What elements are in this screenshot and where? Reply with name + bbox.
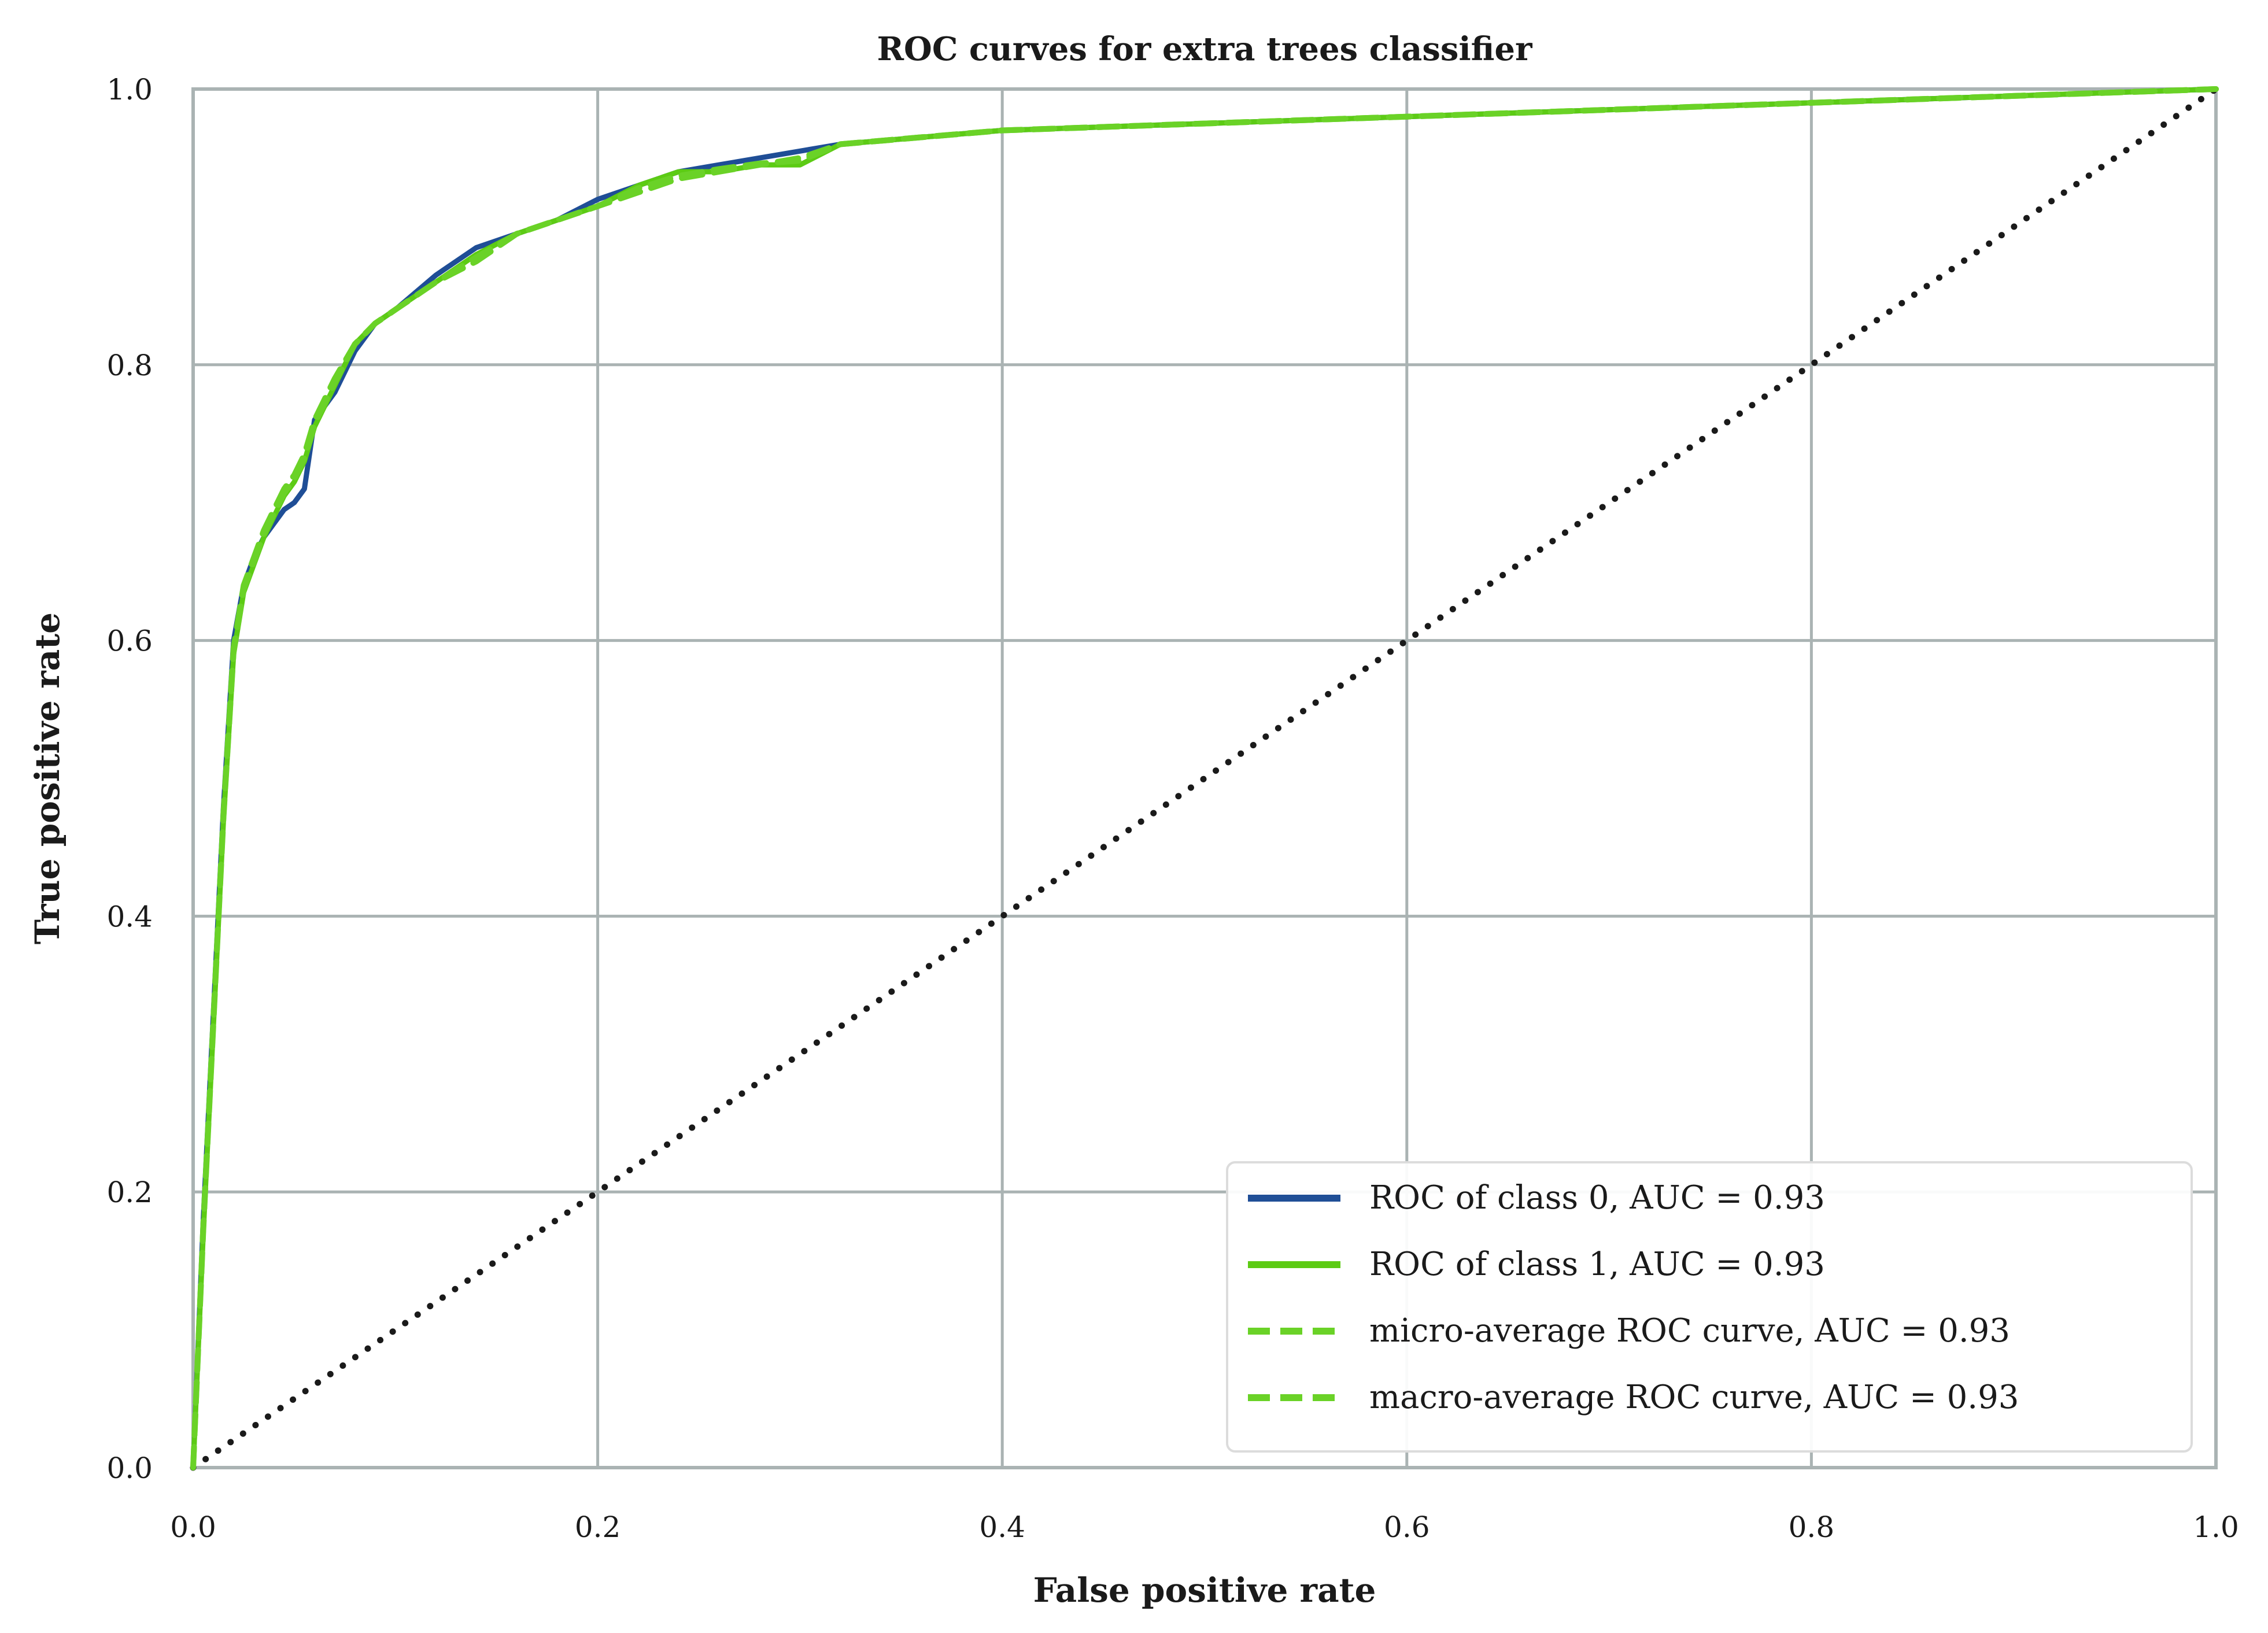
- y-tick-label: 0.6: [106, 625, 153, 658]
- chance-diagonal-line: [190, 86, 2219, 1471]
- y-tick-label: 0.4: [106, 900, 153, 933]
- y-tick-label: 1.0: [106, 73, 153, 106]
- legend: ROC of class 0, AUC = 0.93 ROC of class 1…: [1226, 1161, 2193, 1453]
- x-axis-label: False positive rate: [1033, 1571, 1376, 1610]
- x-tick-label: 1.0: [2193, 1510, 2239, 1544]
- legend-label: micro-average ROC curve, AUC = 0.93: [1369, 1312, 2010, 1350]
- legend-label: macro-average ROC curve, AUC = 0.93: [1369, 1379, 2019, 1416]
- y-axis-label: True positive rate: [28, 612, 67, 944]
- legend-items: ROC of class 0, AUC = 0.93 ROC of class 1…: [1248, 1179, 2019, 1416]
- series-layer: [190, 86, 2219, 1471]
- reference-line-layer: [190, 86, 2219, 1471]
- y-tick-label: 0.0: [106, 1451, 153, 1485]
- x-tick-label: 0.8: [1789, 1510, 1835, 1544]
- x-tick-label: 0.2: [575, 1510, 621, 1544]
- x-tick-labels: 0.0 0.2 0.4 0.6 0.8 1.0: [170, 1510, 2239, 1544]
- grid: [191, 87, 2218, 1469]
- macro-average-roc-line: [190, 86, 2219, 1471]
- legend-box: [1226, 1161, 2193, 1453]
- x-tick-label: 0.6: [1384, 1510, 1430, 1544]
- x-tick-label: 0.0: [170, 1510, 216, 1544]
- chart-title: ROC curves for extra trees classifier: [877, 30, 1533, 68]
- legend-label: ROC of class 1, AUC = 0.93: [1369, 1246, 1825, 1283]
- y-tick-labels: 0.0 0.2 0.4 0.6 0.8 1.0: [106, 73, 153, 1485]
- y-tick-label: 0.8: [106, 349, 153, 382]
- legend-label: ROC of class 0, AUC = 0.93: [1369, 1179, 1825, 1217]
- x-tick-label: 0.4: [979, 1510, 1025, 1544]
- plot-frame: [191, 87, 2218, 1469]
- y-tick-label: 0.2: [106, 1176, 153, 1209]
